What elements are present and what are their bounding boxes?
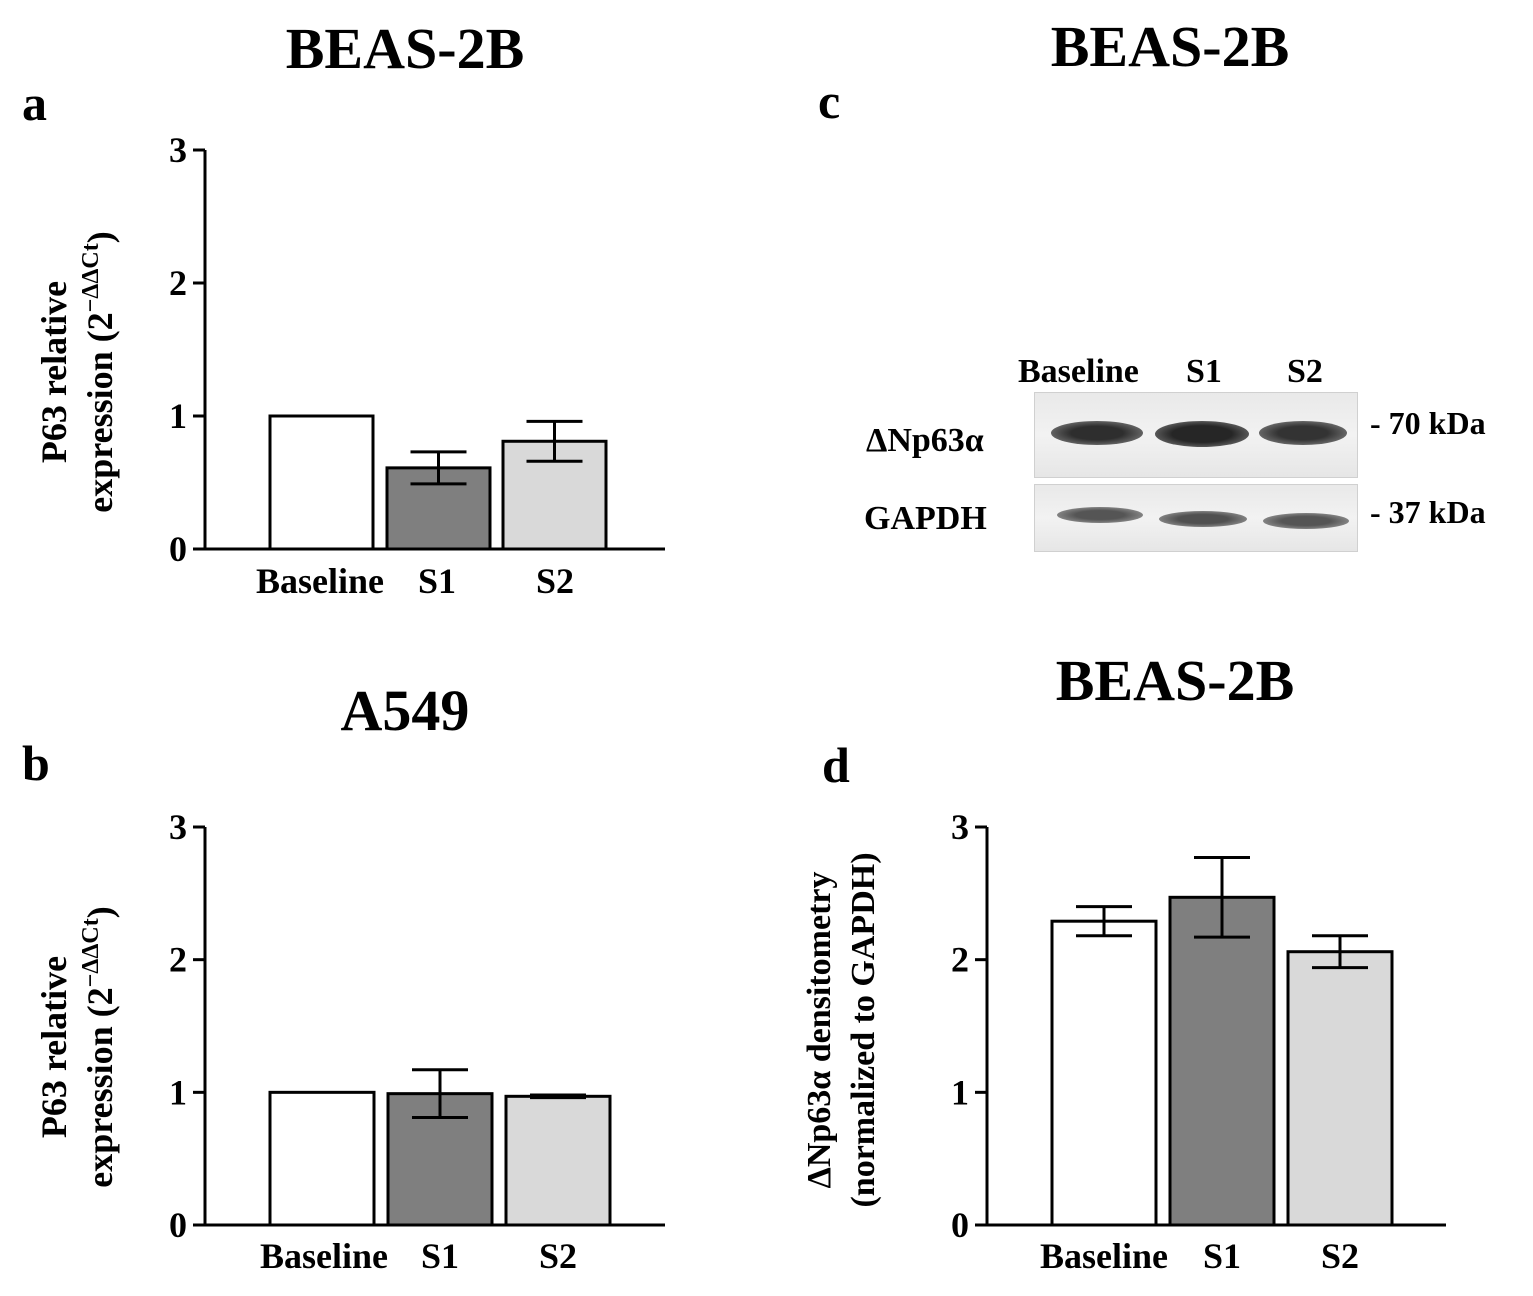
blot-band: [1259, 421, 1347, 445]
blot-kda-37: - 37 kDa: [1370, 494, 1486, 530]
panel-a-title: BEAS-2B: [285, 16, 525, 81]
bar-s2: [504, 1094, 612, 1227]
y-tick-label: 3: [951, 807, 969, 847]
x-tick-label-baseline: Baseline: [256, 561, 384, 601]
y-tick-label: 2: [169, 940, 187, 980]
blot-lane-s1: S1: [1186, 353, 1222, 390]
panel-d-letter: d: [822, 737, 850, 793]
blot-band: [1159, 511, 1247, 527]
panel-d-title: BEAS-2B: [1055, 648, 1295, 713]
blot-kda-70: - 70 kDa: [1370, 405, 1486, 441]
y-tick-label: 2: [169, 263, 187, 303]
y-tick-label: 3: [169, 807, 187, 847]
blot-row-label-gapdh: GAPDH: [864, 500, 987, 537]
x-tick-label-s1: S1: [1203, 1236, 1241, 1276]
blot-band: [1057, 507, 1143, 523]
blot-row-label-dnp63a: ΔNp63α: [866, 422, 984, 459]
x-tick-label-baseline: Baseline: [260, 1236, 388, 1276]
y-axis-label: P63 relative expression (2−ΔΔCt): [34, 231, 120, 512]
y-axis-label-line2: (normalized to GAPDH): [845, 852, 882, 1207]
blot-strip-dnp63a: [1034, 392, 1358, 478]
y-axis-label: P63 relative expression (2−ΔΔCt): [34, 906, 120, 1187]
bar-s1: [386, 1092, 494, 1227]
panel-b-letter: b: [22, 735, 50, 791]
x-tick-label-s1: S1: [418, 561, 456, 601]
bar-s2: [501, 439, 608, 551]
bar-baseline: [1050, 919, 1158, 1227]
y-tick-label: 0: [169, 529, 187, 569]
bar-baseline: [268, 1090, 376, 1227]
y-tick-label: 1: [169, 396, 187, 436]
y-tick-label: 2: [951, 940, 969, 980]
blot-band: [1263, 513, 1349, 529]
y-axis-label-line1: P63 relative: [34, 281, 74, 463]
y-axis-label: ΔNp63α densitometry (normalized to GAPDH): [801, 852, 882, 1207]
bar-s1: [385, 466, 492, 551]
panel-c-title: BEAS-2B: [1050, 14, 1290, 79]
blot-band: [1051, 421, 1143, 445]
y-axis-label-line1: ΔNp63α densitometry: [801, 872, 838, 1189]
y-axis-label-line2: expression (2−ΔΔCt): [78, 231, 120, 512]
y-tick-label: 0: [951, 1205, 969, 1245]
bar-s1: [1168, 895, 1276, 1227]
x-tick-label-s2: S2: [1321, 1236, 1359, 1276]
bar-s2: [1286, 950, 1394, 1227]
blot-lane-s2: S2: [1287, 353, 1323, 390]
panel-a-letter: a: [22, 75, 47, 131]
y-tick-label: 3: [169, 130, 187, 170]
y-tick-label: 0: [169, 1205, 187, 1245]
blot-strip-gapdh: [1034, 484, 1358, 552]
y-axis-label-line1: P63 relative: [34, 956, 74, 1138]
x-tick-label-s1: S1: [421, 1236, 459, 1276]
blot-band: [1155, 421, 1249, 447]
panel-c-letter: c: [818, 73, 841, 129]
x-tick-label-s2: S2: [539, 1236, 577, 1276]
y-tick-label: 1: [169, 1072, 187, 1112]
bar-baseline: [268, 414, 375, 551]
blot-lane-baseline: Baseline: [1018, 353, 1139, 390]
y-tick-label: 1: [951, 1072, 969, 1112]
x-tick-label-baseline: Baseline: [1040, 1236, 1168, 1276]
panel-b-title: A549: [340, 678, 470, 743]
x-tick-label-s2: S2: [536, 561, 574, 601]
y-axis-label-line2: expression (2−ΔΔCt): [78, 906, 120, 1187]
